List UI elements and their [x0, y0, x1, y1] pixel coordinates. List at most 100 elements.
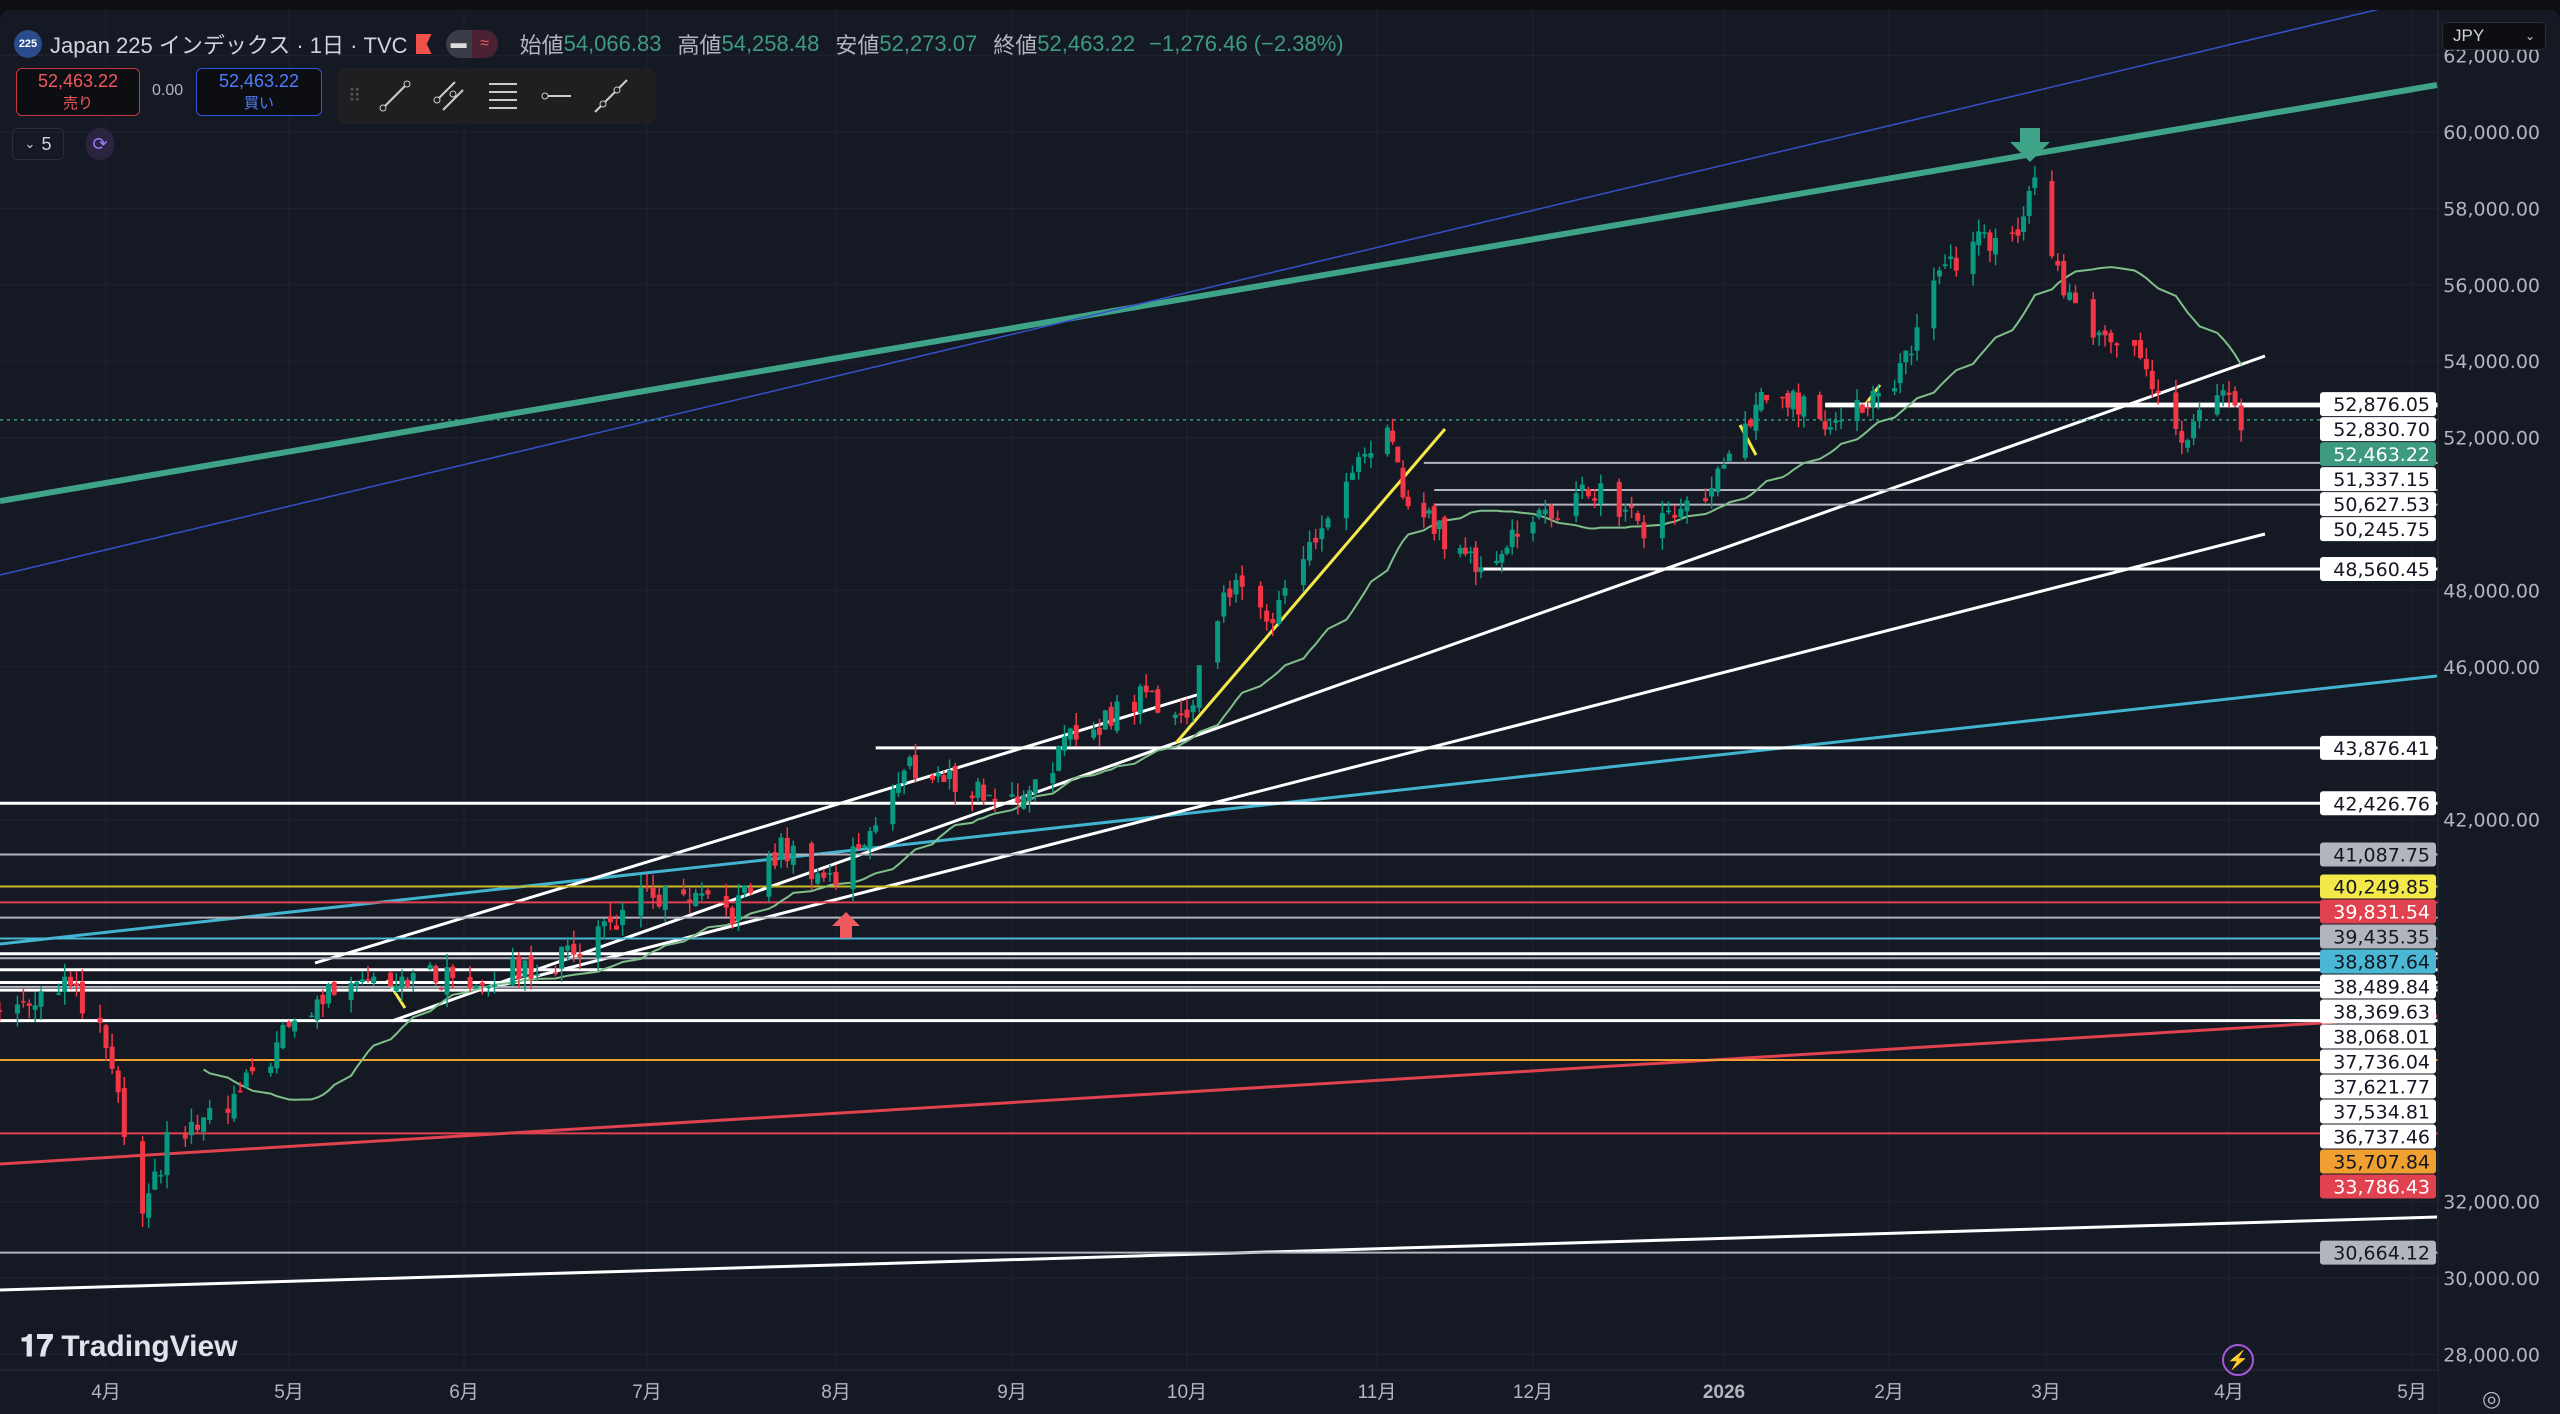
sync-icon[interactable]: ⟳: [86, 128, 114, 160]
candle-body: [2026, 190, 2032, 217]
eye-icon: ▬: [445, 30, 472, 58]
candle-body: [399, 976, 405, 989]
indicator-count: 5: [41, 133, 52, 154]
candle-body: [1672, 514, 1678, 518]
visibility-toggle[interactable]: ▬ ≈: [445, 30, 498, 58]
price-label-bg: [2320, 492, 2436, 517]
price-axis: [2438, 10, 2560, 1414]
price-level-label: 37,621.77: [2320, 1074, 2436, 1099]
change-value: −1,276.46 (−2.38%): [1149, 31, 1344, 56]
candle-body: [1172, 714, 1178, 718]
candle-body: [1742, 423, 1748, 458]
trend-line-yellow: [1174, 428, 1447, 744]
extended-line-icon[interactable]: [591, 76, 631, 116]
drag-handle-icon[interactable]: ⠿: [348, 85, 362, 106]
candle-body: [32, 1005, 38, 1010]
horizontal-ray-icon[interactable]: [537, 76, 577, 116]
candle-body: [1442, 517, 1448, 550]
candle-body: [1555, 518, 1561, 520]
price-chart[interactable]: 62,000.00 60,000.00 58,000.00 56,000.00 54,0…: [0, 10, 2560, 1414]
chevron-down-icon: ⌄: [24, 136, 36, 151]
indicator-collapse-toggle[interactable]: ⌄ 5: [12, 128, 64, 160]
candle-body: [1405, 496, 1411, 507]
candle-body: [1421, 502, 1427, 518]
price-label-bg: [2320, 417, 2436, 442]
candle-body: [1684, 500, 1690, 512]
buy-label: 買い: [243, 95, 274, 112]
candle-body: [1384, 427, 1390, 455]
arrow-up-icon: [832, 912, 860, 938]
price-level-labels: 52,876.05 52,830.70 52,463.22 51,337.15 50,6…: [2320, 392, 2436, 1265]
candle-body: [827, 873, 833, 875]
candle-body: [268, 1066, 274, 1073]
trend-line-icon[interactable]: [375, 76, 415, 116]
candle-body: [1215, 621, 1221, 663]
candle-body: [1319, 528, 1325, 540]
price-label-text: 37,736.04: [2333, 1051, 2430, 1073]
candle-body: [941, 775, 947, 782]
candle-body: [1914, 327, 1920, 351]
price-label-bg: [2320, 1049, 2436, 1074]
flag-icon[interactable]: [415, 34, 432, 54]
candle-body: [907, 757, 913, 767]
candle-body: [1196, 665, 1202, 708]
candle-body: [2143, 358, 2149, 370]
candle-body: [614, 925, 619, 930]
candle-body: [867, 831, 873, 849]
candle-body: [1027, 790, 1032, 801]
candle-body: [1585, 488, 1591, 497]
trend-line-white-a: [314, 692, 1201, 965]
x-tick-label: 6月: [449, 1382, 479, 1403]
symbol-title[interactable]: Japan 225 インデックス · 1日 · TVC: [50, 33, 408, 58]
price-level-label: 42,426.76: [2320, 791, 2436, 816]
candle-body: [2191, 421, 2197, 439]
settings-eye-icon[interactable]: ◎: [2482, 1386, 2502, 1411]
buy-button[interactable]: 52,463.22 買い: [196, 68, 322, 116]
candle-body: [97, 1017, 103, 1023]
lightning-icon[interactable]: ⚡: [2222, 1344, 2254, 1376]
candle-body: [1032, 779, 1038, 794]
symbol-header: 225 Japan 225 インデックス · 1日 · TVC ▬ ≈ 始値 54,…: [14, 28, 1344, 60]
x-tick-label: 5月: [274, 1382, 304, 1403]
candle-body: [1349, 472, 1355, 480]
parallel-channel-icon[interactable]: [429, 76, 469, 116]
candle-body: [790, 845, 796, 865]
candle-body: [947, 770, 953, 780]
candle-body: [735, 895, 741, 921]
price-level-label: 39,435.35: [2320, 924, 2436, 949]
candle-body: [0, 1010, 3, 1012]
candle-body: [1970, 241, 1976, 274]
candle-body: [326, 984, 332, 1004]
candle-body: [1753, 404, 1759, 431]
candle-body: [1659, 513, 1665, 539]
price-label-text: 37,534.81: [2333, 1101, 2430, 1123]
sell-button[interactable]: 52,463.22 売り: [16, 68, 140, 116]
drawing-toolbar: ⠿: [338, 68, 656, 124]
candle-body: [1462, 547, 1468, 555]
candle-body: [1976, 231, 1982, 246]
trend-line-red: [0, 1014, 2438, 1166]
candle-body: [1178, 713, 1184, 716]
candle-body: [393, 985, 399, 991]
x-tick-label: 2026: [1703, 1382, 1745, 1403]
buy-price: 52,463.22: [218, 71, 300, 91]
price-label-text: 42,426.76: [2333, 793, 2430, 815]
candle-body: [2067, 292, 2073, 300]
price-label-bg: [2320, 874, 2436, 899]
candle-body: [1536, 510, 1542, 518]
currency-select[interactable]: JPY ⌄: [2442, 22, 2546, 50]
price-label-bg: [2320, 1074, 2436, 1099]
candle-body: [1468, 551, 1474, 553]
candle-body: [280, 1024, 286, 1049]
tradingview-logo[interactable]: 𝟏𝟕 TradingView: [20, 1330, 238, 1364]
price-label-text: 39,831.54: [2333, 901, 2430, 923]
candle-body: [1573, 493, 1579, 517]
candle-body: [856, 844, 862, 849]
candle-body: [1436, 520, 1442, 530]
fib-retracement-icon[interactable]: [483, 76, 523, 116]
candle-body: [1833, 420, 1839, 423]
price-level-label: 35,707.84: [2320, 1149, 2436, 1174]
candle-body: [1981, 232, 1987, 234]
price-label-text: 52,830.70: [2333, 419, 2430, 441]
price-level-label: 43,876.41: [2320, 735, 2436, 760]
